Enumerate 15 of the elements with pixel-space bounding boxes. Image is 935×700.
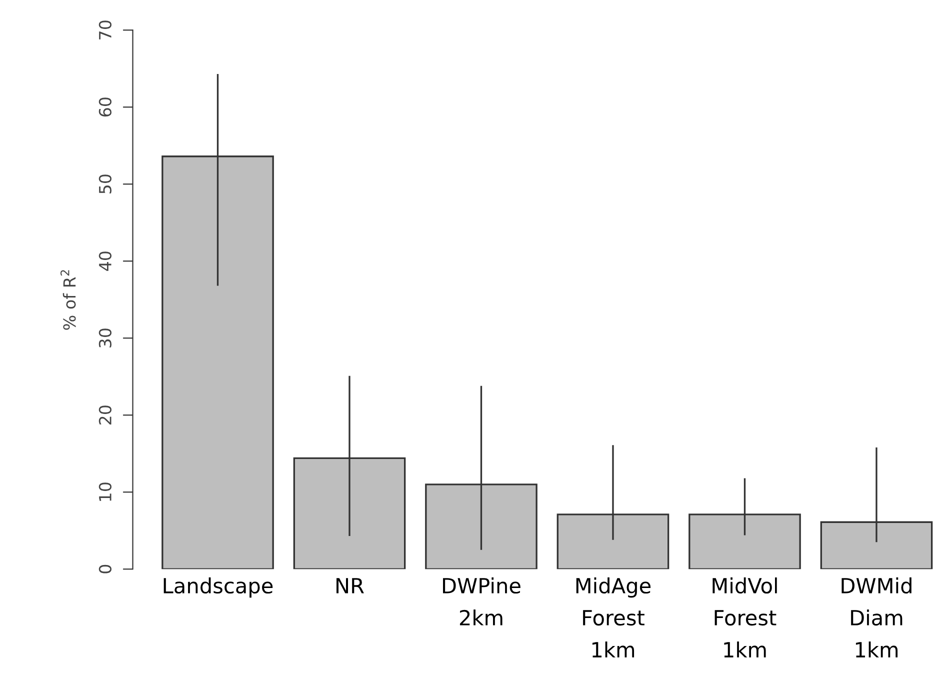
y-axis-title: % of R$^{2}$: [60, 270, 76, 330]
x-tick-label: Landscape: [164, 577, 273, 598]
y-tick-label: 60: [98, 98, 112, 117]
x-tick-label: DWMid Diam 1km: [842, 577, 912, 658]
y-tick-label: 40: [98, 252, 112, 271]
y-tick-label: 0: [98, 564, 112, 574]
y-tick-label: 30: [98, 328, 112, 348]
y-tick-label: 20: [98, 406, 112, 424]
x-tick-label: DWPine 2km: [443, 577, 520, 626]
y-tick-label: 70: [98, 20, 112, 40]
y-tick-label: 50: [98, 174, 112, 194]
y-tick-label: 10: [98, 482, 112, 501]
x-tick-label: NR: [336, 578, 364, 594]
x-tick-label: MidVol Forest 1km: [712, 577, 777, 658]
x-tick-label: MidAge Forest 1km: [576, 577, 651, 658]
